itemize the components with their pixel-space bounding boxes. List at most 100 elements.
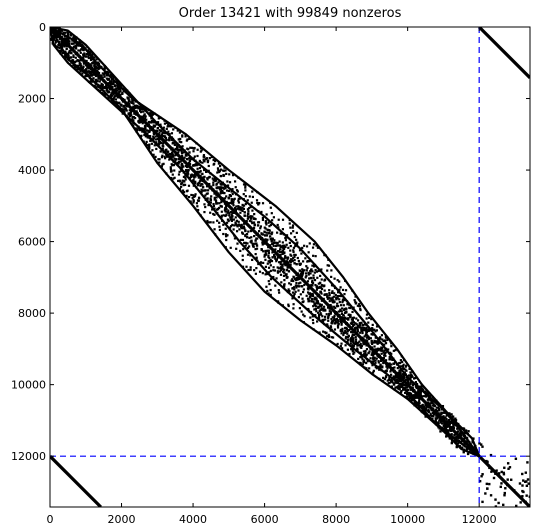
nonzero-mark xyxy=(145,140,148,144)
nonzero-mark xyxy=(169,166,172,169)
nonzero-mark xyxy=(152,138,155,141)
nonzero-mark xyxy=(137,105,140,109)
nonzero-mark xyxy=(151,113,155,116)
nonzero-mark xyxy=(245,247,248,250)
nonzero-mark xyxy=(130,114,133,117)
nonzero-mark xyxy=(169,125,172,128)
nonzero-mark xyxy=(195,186,198,189)
nonzero-mark xyxy=(269,264,272,267)
nonzero-mark xyxy=(234,208,238,211)
nonzero-mark xyxy=(68,57,71,60)
nonzero-mark xyxy=(180,182,183,186)
nonzero-mark xyxy=(361,358,364,361)
nonzero-mark xyxy=(338,280,341,283)
nonzero-mark xyxy=(305,272,308,275)
nonzero-mark xyxy=(434,423,438,426)
nonzero-mark xyxy=(65,47,68,50)
nonzero-mark xyxy=(212,221,215,224)
nonzero-mark xyxy=(293,235,296,239)
nonzero-mark xyxy=(81,66,85,70)
nonzero-mark xyxy=(121,110,124,113)
nonzero-mark xyxy=(347,317,350,320)
nonzero-mark xyxy=(177,151,180,154)
nonzero-mark xyxy=(279,253,282,257)
nonzero-mark xyxy=(94,74,98,78)
nonzero-mark xyxy=(155,141,158,144)
nonzero-mark xyxy=(163,122,167,125)
nonzero-mark xyxy=(162,162,165,165)
nonzero-mark xyxy=(292,230,295,233)
nonzero-mark xyxy=(241,203,244,207)
nonzero-mark xyxy=(276,300,280,303)
nonzero-mark xyxy=(230,225,233,228)
nonzero-mark xyxy=(101,86,104,90)
nonzero-mark xyxy=(378,336,382,339)
nonzero-mark xyxy=(440,411,443,414)
nonzero-mark xyxy=(462,444,465,447)
nonzero-mark xyxy=(67,58,71,62)
nonzero-mark xyxy=(279,261,282,264)
nonzero-mark xyxy=(122,89,126,93)
nonzero-mark xyxy=(132,124,135,127)
nonzero-mark xyxy=(365,339,368,342)
nonzero-mark xyxy=(319,274,322,277)
plot-marks xyxy=(50,27,530,507)
nonzero-mark xyxy=(82,49,85,52)
nonzero-mark xyxy=(281,304,284,307)
nonzero-mark xyxy=(252,226,256,229)
nonzero-mark xyxy=(287,290,290,293)
nonzero-mark xyxy=(312,254,315,257)
nonzero-mark xyxy=(327,264,331,267)
nonzero-mark xyxy=(221,186,225,189)
nonzero-mark xyxy=(230,213,233,217)
nonzero-mark xyxy=(439,413,442,416)
nonzero-mark xyxy=(372,351,375,355)
nonzero-mark xyxy=(431,420,435,423)
nonzero-mark xyxy=(386,367,389,370)
nonzero-mark xyxy=(142,115,145,119)
nonzero-mark xyxy=(316,306,320,309)
nonzero-mark xyxy=(265,231,268,234)
nonzero-mark xyxy=(150,142,154,145)
nonzero-mark xyxy=(188,151,191,154)
nonzero-mark xyxy=(307,288,310,291)
nonzero-mark xyxy=(276,266,279,269)
nonzero-mark xyxy=(333,277,336,280)
nonzero-mark xyxy=(325,293,328,296)
nonzero-mark xyxy=(302,260,305,263)
nonzero-mark xyxy=(243,222,246,225)
nonzero-mark xyxy=(365,334,369,337)
nonzero-mark xyxy=(224,235,228,238)
nonzero-mark xyxy=(58,40,61,43)
nonzero-mark xyxy=(265,240,268,243)
nonzero-mark xyxy=(432,403,435,406)
nonzero-mark xyxy=(165,138,168,142)
nonzero-mark xyxy=(113,101,116,104)
nonzero-mark xyxy=(464,429,468,432)
nonzero-mark xyxy=(299,281,302,284)
nonzero-mark xyxy=(66,30,69,33)
nonzero-mark xyxy=(313,296,316,299)
nonzero-mark xyxy=(351,310,354,314)
nonzero-mark xyxy=(256,201,259,205)
nonzero-mark xyxy=(156,121,160,124)
nonzero-mark xyxy=(346,330,349,333)
nonzero-mark xyxy=(108,74,112,78)
nonzero-mark xyxy=(156,126,159,130)
nonzero-mark xyxy=(231,211,234,215)
nonzero-mark xyxy=(163,135,167,138)
nonzero-mark xyxy=(344,344,347,347)
nonzero-mark xyxy=(398,372,401,376)
nonzero-mark xyxy=(378,377,381,380)
nonzero-mark xyxy=(494,505,498,507)
nonzero-mark xyxy=(313,308,316,311)
nonzero-mark xyxy=(176,143,179,146)
nonzero-mark xyxy=(478,479,482,483)
nonzero-mark xyxy=(478,442,481,445)
nonzero-mark xyxy=(75,60,78,63)
nonzero-mark xyxy=(58,27,61,29)
nonzero-mark xyxy=(388,376,391,380)
nonzero-mark xyxy=(521,495,524,498)
nonzero-mark xyxy=(180,151,184,155)
nonzero-mark xyxy=(450,441,454,445)
